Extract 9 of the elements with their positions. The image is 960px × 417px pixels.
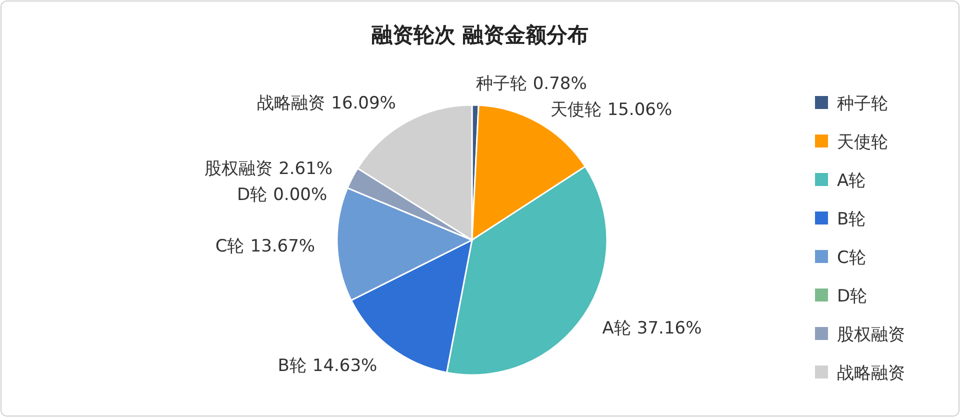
legend-label: B轮	[837, 210, 866, 230]
legend-label: D轮	[837, 286, 868, 306]
legend-label: 天使轮	[837, 132, 888, 152]
legend-label: 战略融资	[837, 364, 905, 384]
legend-label: 股权融资	[837, 325, 905, 345]
chart-title: 融资轮次 融资金额分布	[371, 23, 589, 47]
legend-label: C轮	[837, 248, 866, 268]
legend-label: 种子轮	[837, 94, 888, 114]
legend-label: A轮	[837, 171, 866, 191]
